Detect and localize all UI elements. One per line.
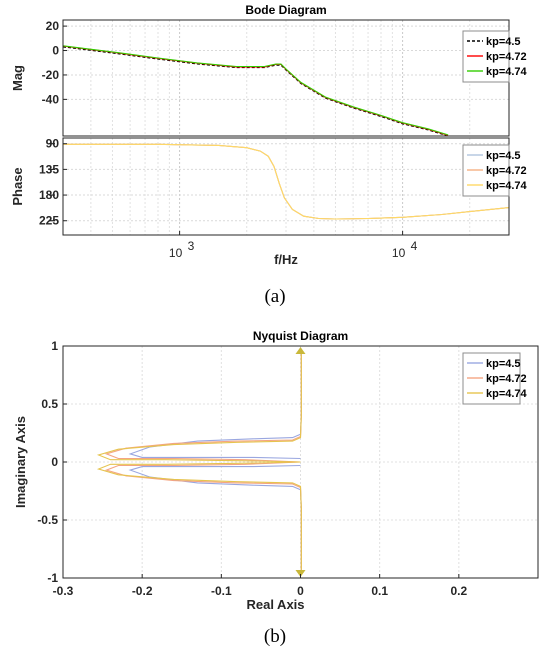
- nyq-xlabel: Real Axis: [246, 597, 304, 612]
- mag-chart-title: Bode Diagram: [245, 3, 326, 17]
- phase-ytick-label: 225: [39, 214, 59, 228]
- phase-legend-label-1: kp=4.5: [486, 150, 521, 162]
- mag-ytick-label: 0: [52, 44, 59, 58]
- nyq-ytick-label: 0.5: [41, 397, 58, 411]
- mag-ytick-label: 20: [46, 19, 60, 33]
- nyq-xtick-label: 0: [297, 584, 304, 598]
- phase-xtick-label: 10: [392, 246, 406, 260]
- nyq-legend-label-2: kp=4.72: [486, 373, 527, 385]
- mag-series-1: [62, 46, 449, 137]
- phase-xtick-label: 10: [169, 246, 183, 260]
- phase-xtick-exponent: 4: [411, 239, 418, 253]
- mag-ytick-label: -20: [42, 68, 60, 82]
- nyq-xtick-label: -0.3: [53, 584, 74, 598]
- phase-series-3: [63, 143, 510, 220]
- nyq-ylabel: Imaginary Axis: [13, 416, 28, 508]
- mag-legend-label-1: kp=4.5: [486, 36, 521, 48]
- phase-legend-label-2: kp=4.72: [486, 165, 527, 177]
- nyq-xtick-label: 0.2: [450, 584, 467, 598]
- mag-legend-label-3: kp=4.74: [486, 66, 528, 78]
- nyq-series-3-lower: [96, 461, 302, 570]
- phase-xtick-exponent: 3: [188, 239, 195, 253]
- nyq-arrow-bottom: [295, 570, 306, 577]
- nyq-series-3-upper: [96, 354, 302, 463]
- caption-a: (a): [264, 286, 285, 307]
- mag-series-3: [62, 45, 449, 136]
- nyq-legend-label-3: kp=4.74: [486, 388, 528, 400]
- phase-ytick-label: 90: [46, 137, 60, 151]
- caption-b: (b): [264, 626, 286, 647]
- phase-legend-label-3: kp=4.74: [486, 180, 528, 192]
- nyq-xtick-label: -0.1: [211, 584, 232, 598]
- nyq-legend-label-1: kp=4.5: [486, 358, 521, 370]
- mag-ytick-label: -40: [42, 92, 60, 106]
- nyq-arrow-top: [295, 347, 306, 354]
- nyq-ytick-label: 0: [51, 455, 58, 469]
- nyq-ytick-label: -1: [47, 571, 58, 585]
- nyq-ytick-label: 1: [51, 339, 58, 353]
- nyq-chart-title: Nyquist Diagram: [253, 329, 348, 343]
- phase-ytick-label: 135: [39, 162, 59, 176]
- nyq-ytick-label: -0.5: [37, 513, 58, 527]
- nyq-xtick-label: 0.1: [371, 584, 388, 598]
- nyq-axes-box: [62, 345, 539, 579]
- nyq-xtick-label: -0.2: [132, 584, 153, 598]
- mag-legend-label-2: kp=4.72: [486, 51, 527, 63]
- phase-ylabel: Phase: [10, 167, 25, 205]
- phase-xlabel: f/Hz: [274, 252, 298, 267]
- phase-ytick-label: 180: [39, 188, 59, 202]
- mag-ylabel: Mag: [10, 65, 25, 91]
